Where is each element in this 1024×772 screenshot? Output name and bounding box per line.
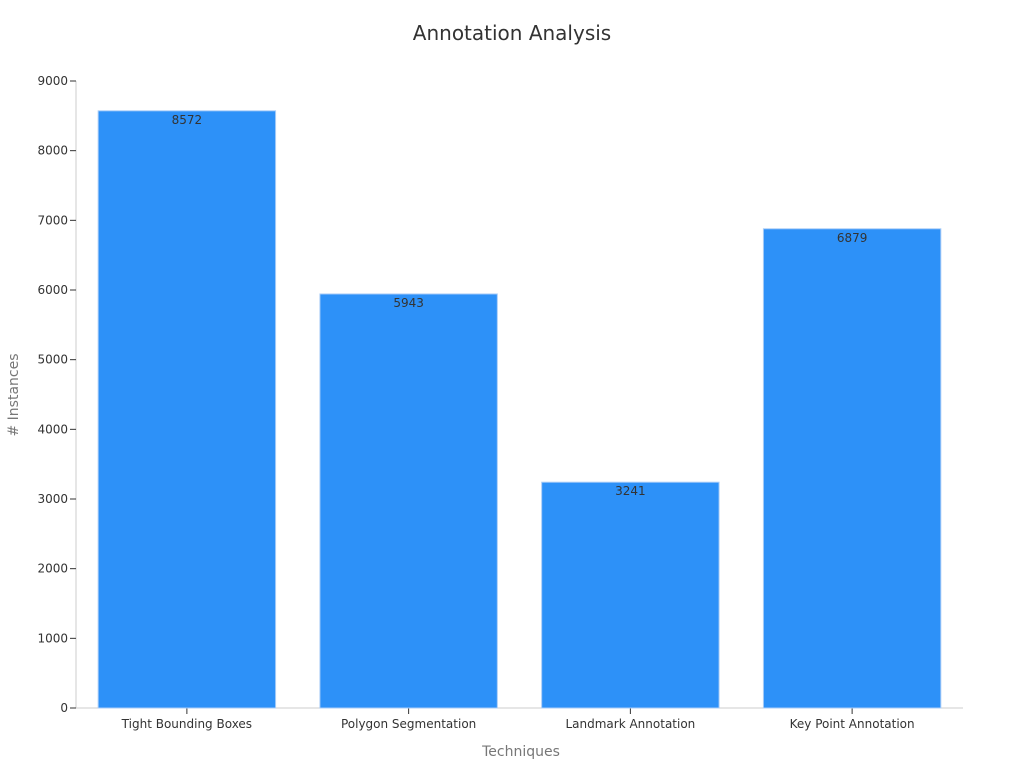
data-label: 5943 bbox=[393, 296, 424, 310]
data-labels: 8572 5943 3241 6879 bbox=[172, 113, 868, 498]
y-tick-label: 6000 bbox=[37, 283, 68, 297]
y-tick-label: 9000 bbox=[37, 74, 68, 88]
bar-series bbox=[97, 110, 942, 709]
bar bbox=[762, 228, 942, 709]
y-tick-label: 5000 bbox=[37, 353, 68, 367]
y-tick-label: 1000 bbox=[37, 631, 68, 645]
x-axis: Tight Bounding Boxes Polygon Segmentation… bbox=[76, 707, 963, 731]
x-tick-label: Polygon Segmentation bbox=[341, 717, 476, 731]
y-tick-label: 8000 bbox=[37, 144, 68, 158]
bar bbox=[319, 293, 498, 709]
y-axis: 0 1000 2000 3000 4000 5000 6000 7000 8000 9000 bbox=[37, 74, 77, 715]
y-tick-label: 7000 bbox=[37, 213, 68, 227]
data-label: 6879 bbox=[837, 231, 868, 245]
bar bbox=[541, 481, 720, 709]
y-tick-label: 3000 bbox=[37, 492, 68, 506]
chart-title: Annotation Analysis bbox=[413, 21, 611, 45]
bar bbox=[97, 110, 277, 709]
y-tick-label: 2000 bbox=[37, 562, 68, 576]
x-axis-title: Techniques bbox=[481, 744, 560, 760]
y-tick-label: 0 bbox=[60, 701, 68, 715]
y-axis-title: # Instances bbox=[6, 353, 22, 436]
y-tick-label: 4000 bbox=[37, 422, 68, 436]
x-tick-label: Key Point Annotation bbox=[790, 717, 915, 731]
data-label: 3241 bbox=[615, 484, 646, 498]
data-label: 8572 bbox=[172, 113, 203, 127]
x-tick-label: Tight Bounding Boxes bbox=[121, 717, 252, 731]
x-tick-label: Landmark Annotation bbox=[565, 717, 695, 731]
